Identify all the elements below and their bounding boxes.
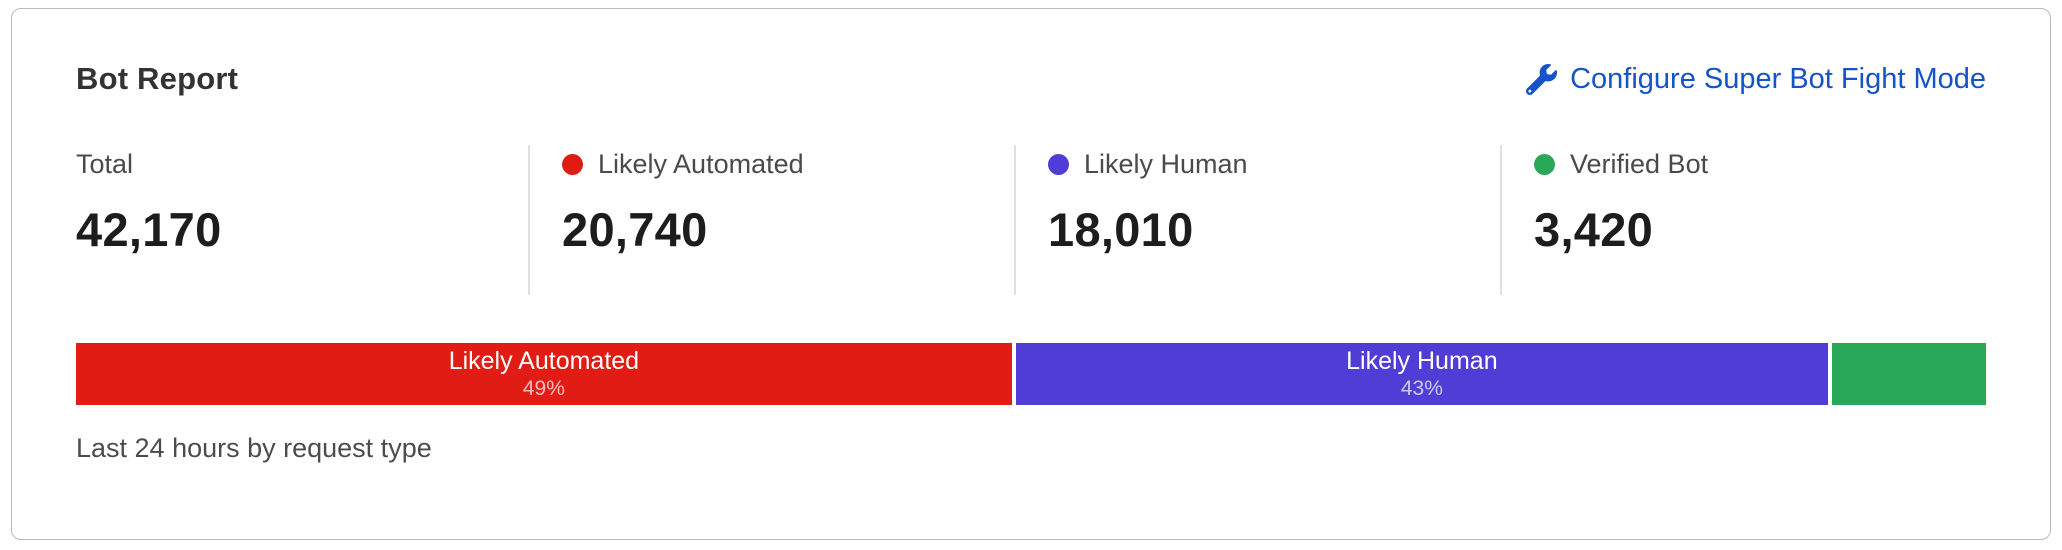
configure-link-label: Configure Super Bot Fight Mode xyxy=(1570,62,1986,95)
wrench-icon xyxy=(1526,63,1558,95)
likely-automated-dot-icon xyxy=(562,154,583,175)
stat-likely-human-value: 18,010 xyxy=(1048,203,1194,256)
request-type-stacked-bar: Likely Automated 49% Likely Human 43% xyxy=(76,343,1987,405)
bar-segment-percentage: 43% xyxy=(1400,377,1443,400)
stat-likely-automated-label: Likely Automated xyxy=(598,149,804,179)
bar-segment-label: Likely Automated xyxy=(448,347,640,375)
stat-likely-human-label: Likely Human xyxy=(1084,149,1248,179)
bar-segment-label: Likely Human xyxy=(1346,347,1498,375)
stat-likely-automated: Likely Automated 20,740 xyxy=(528,145,1014,295)
stat-total-label: Total xyxy=(76,149,134,179)
time-range-caption: Last 24 hours by request type xyxy=(76,433,432,463)
likely-human-dot-icon xyxy=(1048,154,1069,175)
bar-segment-verified-bot[interactable] xyxy=(1831,343,1987,405)
bar-segment-percentage: 49% xyxy=(522,377,565,400)
stat-verified-bot-value: 3,420 xyxy=(1534,203,1654,256)
configure-super-bot-fight-mode-link[interactable]: Configure Super Bot Fight Mode xyxy=(1526,63,1986,96)
bar-segment-likely-automated[interactable]: Likely Automated 49% xyxy=(76,343,1012,405)
bar-segment-likely-human[interactable]: Likely Human 43% xyxy=(1015,343,1828,405)
stat-likely-automated-value: 20,740 xyxy=(562,203,708,256)
stat-likely-human: Likely Human 18,010 xyxy=(1014,145,1500,295)
stats-row: Total 42,170 Likely Automated 20,740 Lik… xyxy=(76,145,1986,295)
stat-verified-bot-label: Verified Bot xyxy=(1570,149,1709,179)
stat-verified-bot: Verified Bot 3,420 xyxy=(1500,145,1986,295)
verified-bot-dot-icon xyxy=(1534,154,1555,175)
stat-total: Total 42,170 xyxy=(76,145,528,295)
card-header: Bot Report Configure Super Bot Fight Mod… xyxy=(76,57,1986,101)
bot-report-card: Bot Report Configure Super Bot Fight Mod… xyxy=(11,8,2051,540)
page-title: Bot Report xyxy=(76,61,239,96)
stat-total-value: 42,170 xyxy=(76,203,222,256)
